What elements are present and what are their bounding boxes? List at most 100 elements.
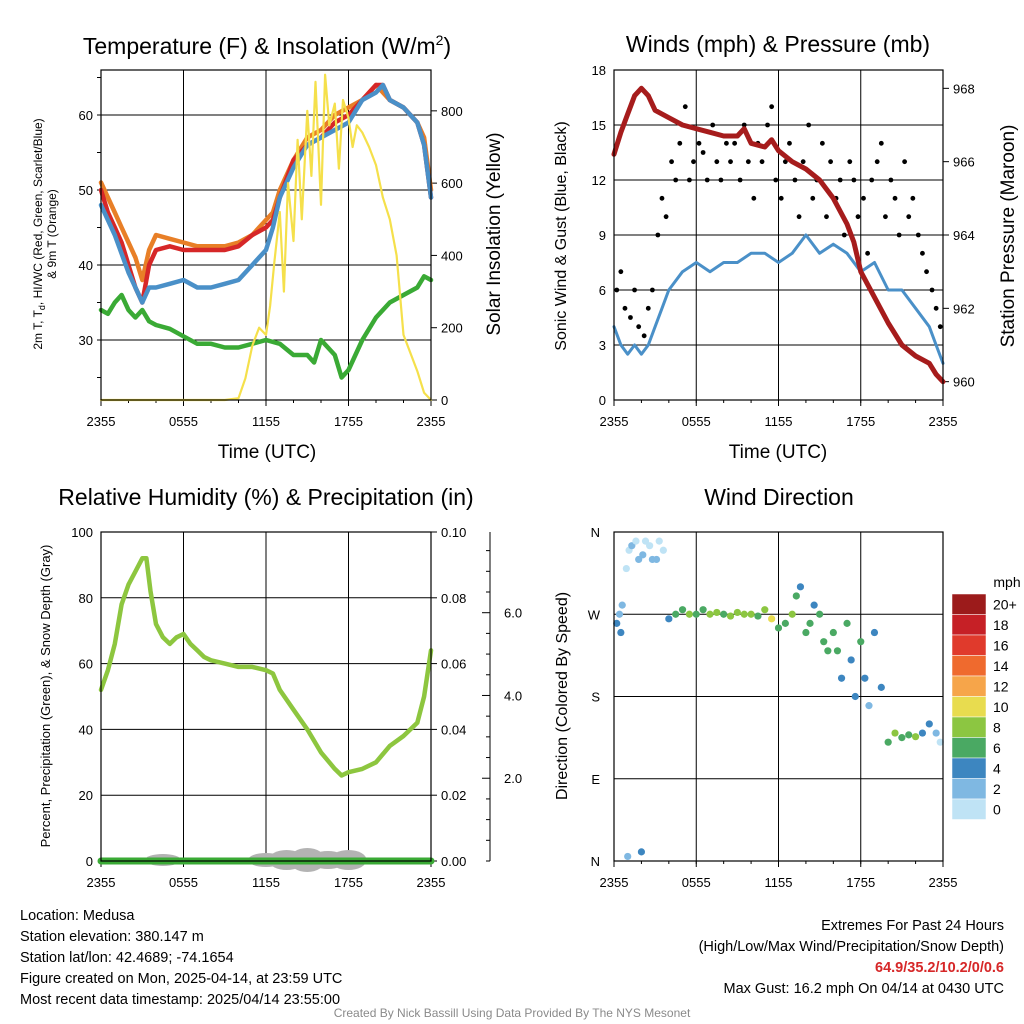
colorbar-swatch <box>951 614 987 636</box>
wind-direction-point <box>905 731 913 739</box>
rh-ytick-label-left: 0 <box>86 854 93 869</box>
dir-xtick-label: 1155 <box>765 875 793 890</box>
wind-gust-point <box>714 159 720 165</box>
wind-ylabel-right: Station Pressure (Maroon) <box>998 125 1019 348</box>
temp-ytick-label-left: 40 <box>79 258 93 273</box>
dir-xtick-label: 2355 <box>929 875 958 890</box>
rh-ytick-label-right: 0.06 <box>441 657 466 672</box>
wind-gust-point <box>641 333 647 339</box>
station-info: Location: Medusa Station elevation: 380.… <box>20 906 342 1011</box>
rh-ytick-label-left: 20 <box>79 788 93 803</box>
wind-direction-point <box>781 619 789 627</box>
wind-direction-point <box>635 555 643 564</box>
rh-xtick-label: 2355 <box>87 875 116 890</box>
wind-direction-point <box>624 852 632 861</box>
latlon-text: Station lat/lon: 42.4689; -74.1654 <box>20 950 234 966</box>
rh-ytick-label-right: 0.00 <box>441 854 466 869</box>
temp-ytick-label-left: 30 <box>79 333 93 348</box>
colorbar-swatch <box>951 778 987 800</box>
wind-xlabel: Time (UTC) <box>729 442 828 463</box>
wind-direction-point <box>824 647 832 655</box>
wind-gust-point <box>696 140 702 146</box>
wind-direction-point <box>925 720 933 728</box>
colorbar-swatch <box>951 696 987 718</box>
temp-ytick-label-right: 600 <box>441 176 463 191</box>
rh-xtick-label: 2355 <box>417 875 446 890</box>
created-text: Figure created on Mon, 2025-04-14, at 23… <box>20 971 343 987</box>
wind-plot-frame <box>613 69 944 401</box>
rh-ytick-label-left: 80 <box>79 591 93 606</box>
wind-direction-point <box>672 610 680 618</box>
temp-ytick-label-right: 800 <box>441 104 463 119</box>
colorbar-swatch <box>951 716 987 738</box>
dir-ytick-label: N <box>591 854 600 869</box>
wind-gust-point <box>865 250 871 256</box>
dir-xtick-label: 0555 <box>682 875 711 890</box>
wind-gust-point <box>728 159 733 165</box>
dir-ytick-label: S <box>591 690 600 705</box>
wind-direction-point <box>820 638 828 646</box>
temp-ytick-label-left: 60 <box>79 108 93 123</box>
wind-xtick-label: 0555 <box>682 414 711 429</box>
wind-direction-point <box>706 610 714 618</box>
wind-ytick-label-left: 0 <box>599 393 606 408</box>
wind-gust-point <box>614 287 620 293</box>
wind-direction-point <box>754 612 762 620</box>
colorbar-label: 20+ <box>993 596 1017 612</box>
wind-xtick-label: 1155 <box>765 414 793 429</box>
colorbar-label: 10 <box>993 699 1009 715</box>
wind-ytick-label-right: 966 <box>953 155 975 170</box>
wind-gust-point <box>704 177 710 183</box>
rh-ytick-label-left: 60 <box>79 657 93 672</box>
wind-gust-point <box>669 159 674 165</box>
colorbar-label: 0 <box>993 801 1001 817</box>
temp-title-superscript: 2 <box>436 32 444 48</box>
wind-gust-point <box>759 159 765 165</box>
wind-direction-point <box>733 608 741 617</box>
temp-heat-index-blue-line <box>98 82 434 305</box>
wind-direction-point <box>699 606 707 614</box>
wind-gust-point <box>841 232 847 238</box>
wind-ytick-label-right: 962 <box>953 301 975 316</box>
temp-xtick-label: 2355 <box>87 414 116 429</box>
wind-sonic-speed-line <box>612 233 945 365</box>
wind-gust-point <box>769 104 775 110</box>
wind-ytick-label-right: 960 <box>953 375 975 390</box>
recent-text: Most recent data timestamp: 2025/04/14 2… <box>20 992 341 1008</box>
temp-xtick-label: 0555 <box>169 414 198 429</box>
wind-gust-point <box>883 214 888 220</box>
wind-gust-point <box>737 177 743 183</box>
wind-gust-point <box>920 250 925 256</box>
wind-direction-point <box>788 610 796 618</box>
wind-gust-point <box>888 177 894 183</box>
wind-direction-point <box>774 624 783 632</box>
wind-direction-point <box>637 848 646 856</box>
wind-gust-point <box>773 177 779 183</box>
temp-ylabel-left: 2m T, Td, HI/WC (Red, Green, Scarlet/Blu… <box>31 118 47 349</box>
wind-ytick-label-left: 3 <box>599 338 606 353</box>
wind-direction-point <box>617 628 625 637</box>
wind-ytick-label-left: 9 <box>599 228 606 243</box>
wind-direction-point <box>833 647 842 655</box>
max-gust-text: Max Gust: 16.2 mph On 04/14 at 0430 UTC <box>723 981 1004 997</box>
rh-ytick-label-left: 100 <box>71 525 93 540</box>
wind-gust-point <box>732 140 738 146</box>
wind-gust-point <box>851 177 857 183</box>
snow-depth-tick-label: 4.0 <box>504 688 522 703</box>
wind-gust-point <box>837 177 843 183</box>
temp-dewpoint-green-line <box>98 274 434 380</box>
wind-direction-point <box>747 610 755 618</box>
wind-ytick-label-left: 15 <box>592 118 606 133</box>
wind-gust-point <box>682 104 688 110</box>
wind-direction-point <box>884 738 892 746</box>
wind-gust-point <box>800 159 806 165</box>
wind-ylabel-left: Sonic Wind & Gust (Blue, Black) <box>553 121 570 350</box>
wind-direction-point <box>932 729 940 737</box>
colorbar-label: 14 <box>993 658 1009 674</box>
rh-panel-title: Relative Humidity (%) & Precipitation (i… <box>58 484 473 510</box>
wind-gust-point <box>700 150 706 155</box>
wind-gust-point <box>796 214 802 220</box>
wind-gust-point <box>787 140 792 146</box>
wind-gust-point <box>741 122 747 128</box>
wind-direction-point <box>792 592 800 600</box>
